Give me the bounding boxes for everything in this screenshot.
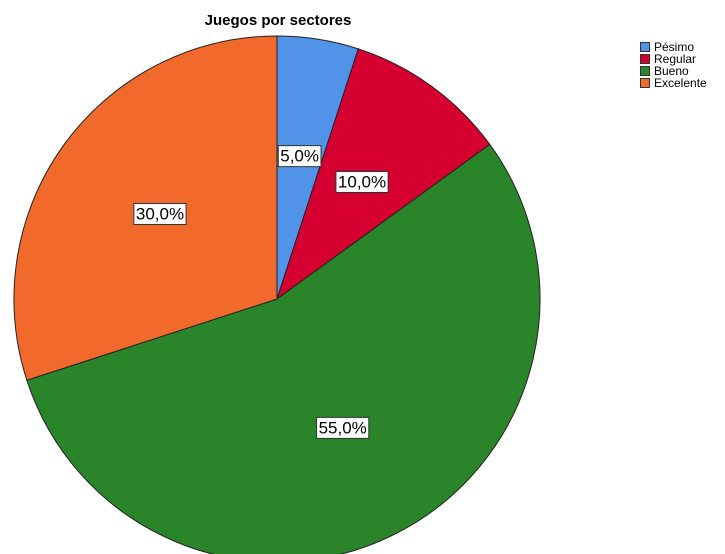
data-label-text-excelente: 30,0% <box>136 204 184 223</box>
data-label-text-pesimo: 5,0% <box>280 147 319 166</box>
legend-swatch-pesimo <box>640 42 650 52</box>
legend-label-excelente: Excelente <box>654 76 707 90</box>
data-label-box-regular <box>335 170 389 193</box>
data-label-excelente: 30,0% <box>133 202 187 225</box>
data-label-regular: 10,0% <box>335 170 389 193</box>
legend-item-regular: Regular <box>640 53 707 65</box>
data-label-box-bueno <box>316 416 370 439</box>
legend-label-bueno: Bueno <box>654 64 689 78</box>
chart-title: Juegos por sectores <box>204 12 352 29</box>
legend-swatch-excelente <box>640 78 650 88</box>
legend-swatch-bueno <box>640 66 650 76</box>
legend-item-pesimo: Pésimo <box>640 41 707 53</box>
data-label-pesimo: 5,0% <box>277 145 322 168</box>
legend-label-regular: Regular <box>654 52 697 66</box>
legend-item-excelente: Excelente <box>640 77 707 89</box>
legend: Pésimo Regular Bueno Excelente <box>640 41 707 89</box>
data-label-text-regular: 10,0% <box>338 172 386 191</box>
data-label-box-excelente <box>133 202 187 225</box>
data-label-box-pesimo <box>277 145 322 168</box>
legend-swatch-regular <box>640 54 650 64</box>
legend-label-pesimo: Pésimo <box>654 40 695 54</box>
data-label-bueno: 55,0% <box>316 416 370 439</box>
legend-item-bueno: Bueno <box>640 65 707 77</box>
data-label-text-bueno: 55,0% <box>319 418 367 437</box>
pie-slice-bueno <box>26 143 541 554</box>
